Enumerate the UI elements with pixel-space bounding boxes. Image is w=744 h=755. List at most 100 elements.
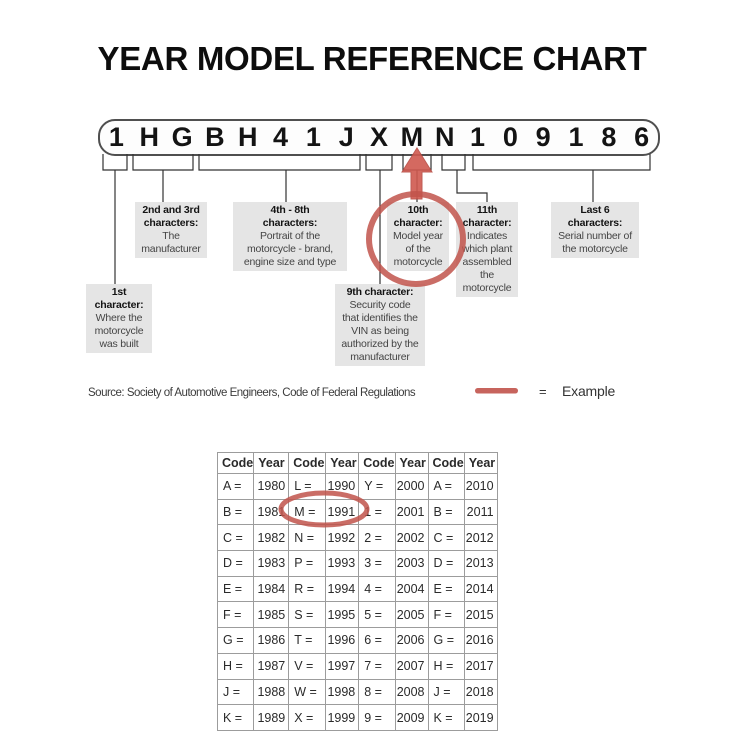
source-text: Source: Society of Automotive Engineers,…	[88, 387, 416, 399]
code-cell: F =	[216, 601, 255, 629]
year-cell: 2017	[463, 652, 498, 680]
label-4th-8th-characters: 4th - 8th characters: Portrait of the moto…	[233, 202, 347, 271]
table-row: B = 1981 M = 1991 1 = 2001 B = 2011	[216, 498, 498, 526]
table-row: K = 1989 X = 1999 9 = 2009 K = 2019	[216, 704, 498, 731]
year-cell: 1994	[325, 575, 360, 603]
year-cell: 1996	[325, 627, 360, 654]
year-cell: 2005	[394, 601, 429, 629]
vin-character: G	[171, 122, 193, 152]
year-cell: 1985	[253, 601, 290, 629]
code-cell: 9 =	[358, 704, 396, 731]
table-row: F = 1985 S = 1995 5 = 2005 F = 2015	[216, 601, 498, 629]
code-cell: E =	[427, 575, 465, 603]
year-cell: 2013	[463, 550, 498, 577]
code-cell: 2 =	[358, 524, 396, 552]
vin-character: X	[370, 122, 389, 152]
code-cell: G =	[427, 627, 465, 654]
vin-character: 1	[108, 122, 124, 152]
year-cell: 1982	[253, 524, 290, 552]
code-cell: M =	[288, 498, 327, 526]
code-cell: B =	[427, 498, 465, 526]
year-cell: 1988	[253, 678, 290, 706]
label-body-line: Where the	[95, 312, 143, 324]
table-row: G = 1986 T = 1996 6 = 2006 G = 2016	[216, 627, 498, 654]
table-row: E = 1984 R = 1994 4 = 2004 E = 2014	[216, 575, 498, 603]
year-cell: 1992	[325, 524, 360, 552]
label-heading-line: 9th character:	[346, 286, 414, 298]
year-cell: 1995	[325, 601, 360, 629]
year-cell: 2006	[394, 627, 429, 654]
code-cell: 7 =	[358, 652, 396, 680]
vin-character: 1	[305, 122, 321, 152]
legend-example-label: Example	[562, 383, 616, 399]
code-cell: H =	[216, 652, 255, 680]
code-cell: K =	[216, 704, 255, 731]
year-cell: 1984	[253, 575, 290, 603]
label-body-line: Indicates	[466, 230, 508, 242]
code-cell: D =	[427, 550, 465, 577]
vin-character: B	[205, 122, 225, 152]
label-body-line: Portrait of the	[259, 230, 321, 242]
vin-character: 1	[470, 122, 486, 152]
year-cell: 2015	[463, 601, 498, 629]
label-body-line: Security code	[349, 299, 411, 311]
code-cell: F =	[427, 601, 465, 629]
table-header-cell: Code	[216, 452, 255, 474]
year-cell: 1999	[325, 704, 360, 731]
year-cell: 2010	[463, 473, 498, 500]
label-body-line: which plant	[461, 243, 513, 255]
code-cell: C =	[427, 524, 465, 552]
code-cell: Y =	[358, 473, 396, 500]
code-cell: 1 =	[358, 498, 396, 526]
label-body-line: Model year	[393, 230, 443, 242]
code-cell: W =	[288, 678, 327, 706]
legend-equals-sign: =	[539, 384, 547, 399]
page-title: YEAR MODEL REFERENCE CHART	[97, 40, 647, 77]
label-body-line: motorcycle - brand,	[246, 243, 334, 255]
label-body-line: manufacturer	[350, 351, 410, 363]
label-body-line: authorized by the	[341, 338, 419, 350]
label-heading-line: character:	[462, 217, 512, 229]
year-cell: 1983	[253, 550, 290, 577]
label-heading-line: Last 6	[580, 204, 610, 216]
vin-character: 1	[568, 122, 584, 152]
table-header-cell: Year	[253, 452, 290, 474]
year-code-table: Code Year Code Year Code Year Code Year A = 198…	[216, 452, 498, 731]
label-heading-line: characters:	[262, 217, 318, 229]
label-body-line: that identifies the	[342, 312, 418, 324]
code-cell: E =	[216, 575, 255, 603]
label-heading-line: 11th	[476, 204, 498, 216]
label-2nd-3rd-characters: 2nd and 3rd characters: The manufacturer	[135, 202, 207, 258]
vin-character: 8	[601, 122, 617, 152]
code-cell: 6 =	[358, 627, 396, 654]
label-1st-character: 1st character: Where the motorcycle was bui…	[86, 284, 152, 353]
table-header-cell: Year	[463, 452, 498, 474]
year-cell: 2016	[463, 627, 498, 654]
code-cell: A =	[427, 473, 465, 500]
label-heading-line: 4th - 8th	[270, 204, 310, 216]
label-body-line: motorcycle	[94, 325, 144, 337]
label-body-line: engine size and type	[243, 256, 337, 268]
vin-character: H	[139, 122, 159, 152]
year-cell: 2018	[463, 678, 498, 706]
code-cell: L =	[288, 473, 327, 500]
vin-character: 0	[502, 122, 518, 152]
vin-character: 9	[535, 122, 551, 152]
year-cell: 2012	[463, 524, 498, 552]
label-body-line: the	[480, 269, 494, 281]
year-cell: 2004	[394, 575, 429, 603]
year-cell: 1991	[325, 498, 360, 526]
table-row: D = 1983 P = 1993 3 = 2003 D = 2013	[216, 550, 498, 577]
label-9th-character: 9th character: Security code that identif…	[335, 284, 425, 366]
label-11th-character: 11th character: Indicates which plant assem…	[456, 202, 518, 297]
year-cell: 1998	[325, 678, 360, 706]
year-cell: 2003	[394, 550, 429, 577]
code-cell: G =	[216, 627, 255, 654]
label-body-line: of the	[405, 243, 431, 255]
table-row: A = 1980 L = 1990 Y = 2000 A = 2010	[216, 473, 498, 500]
table-row: C = 1982 N = 1992 2 = 2002 C = 2012	[216, 524, 498, 552]
label-body-line: motorcycle	[393, 256, 443, 268]
label-10th-character: 10th character: Model year of the motorcycl…	[387, 202, 449, 271]
code-cell: N =	[288, 524, 327, 552]
